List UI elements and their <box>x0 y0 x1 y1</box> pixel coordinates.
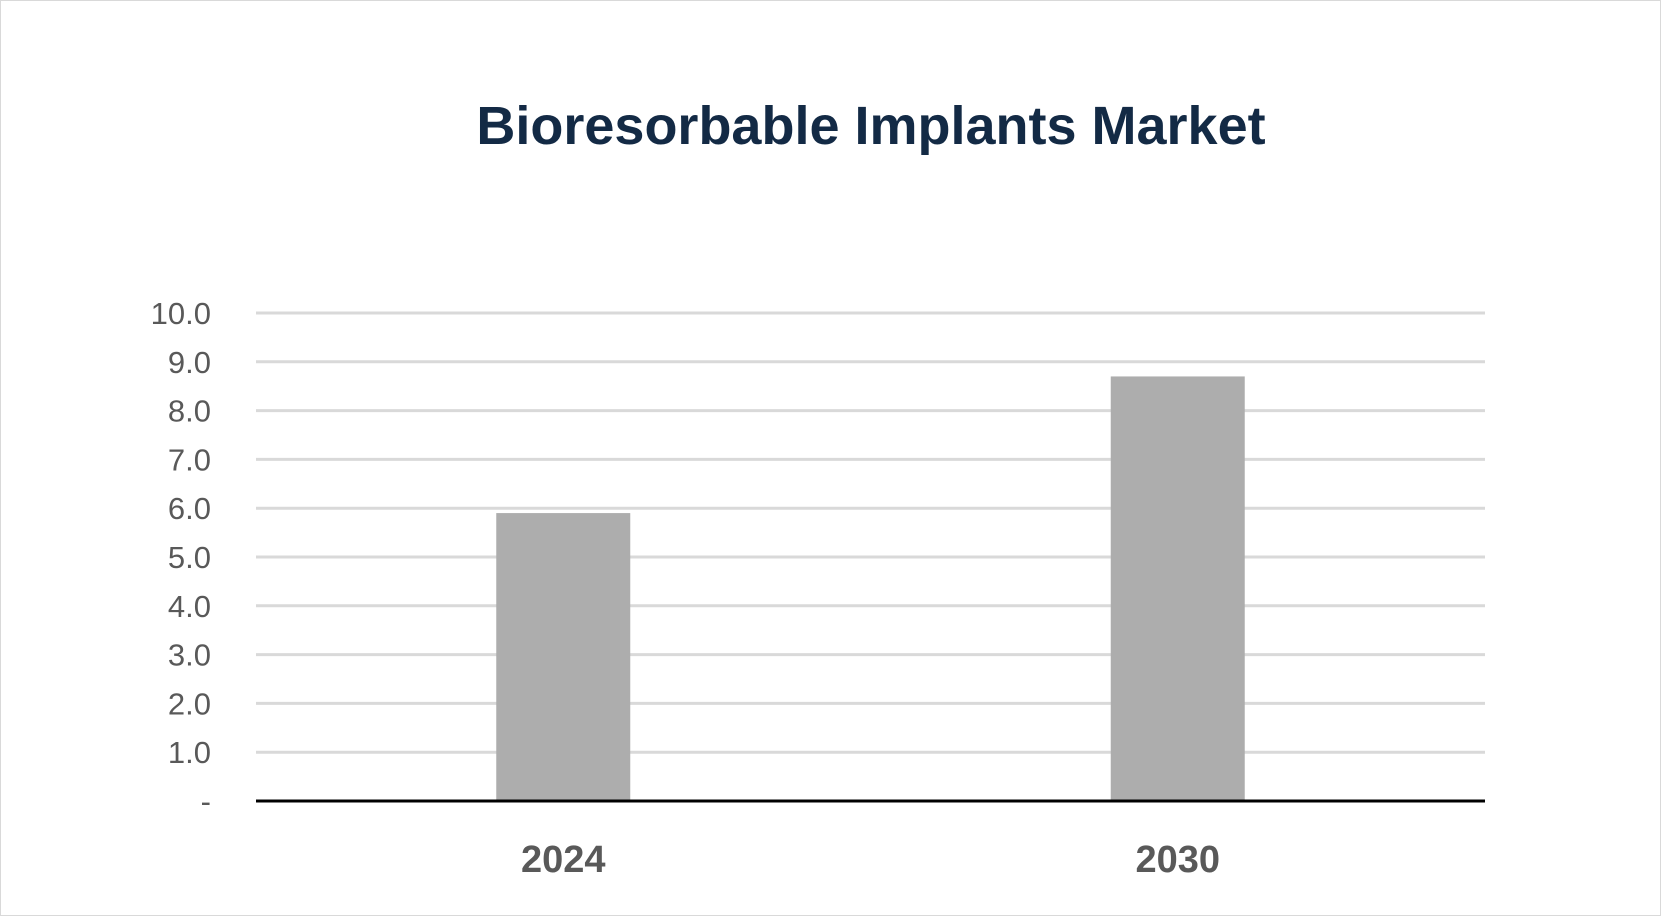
y-tick-label: 2.0 <box>168 686 211 721</box>
y-tick-label: 1.0 <box>168 735 211 770</box>
y-tick-label: 3.0 <box>168 638 211 673</box>
y-axis-ticks: - 1.0 2.0 3.0 4.0 5.0 6.0 7.0 8.0 9.0 10.0 <box>151 296 211 819</box>
x-axis-ticks: 2024 2030 <box>521 839 1220 881</box>
y-tick-label: 7.0 <box>168 442 211 477</box>
y-tick-label: 8.0 <box>168 394 211 429</box>
bar-2024 <box>496 513 631 801</box>
y-tick-label: 4.0 <box>168 589 211 624</box>
gridlines <box>256 311 1485 754</box>
chart-title: Bioresorbable Implants Market <box>476 96 1265 156</box>
x-tick-label: 2030 <box>1135 839 1220 881</box>
y-tick-label: 5.0 <box>168 540 211 575</box>
x-tick-label: 2024 <box>521 839 606 881</box>
bars <box>496 376 1245 801</box>
y-tick-label: - <box>201 784 211 819</box>
bar-2030 <box>1110 376 1245 801</box>
y-tick-label: 9.0 <box>168 345 211 380</box>
y-tick-label: 6.0 <box>168 491 211 526</box>
y-tick-label: 10.0 <box>151 296 211 331</box>
